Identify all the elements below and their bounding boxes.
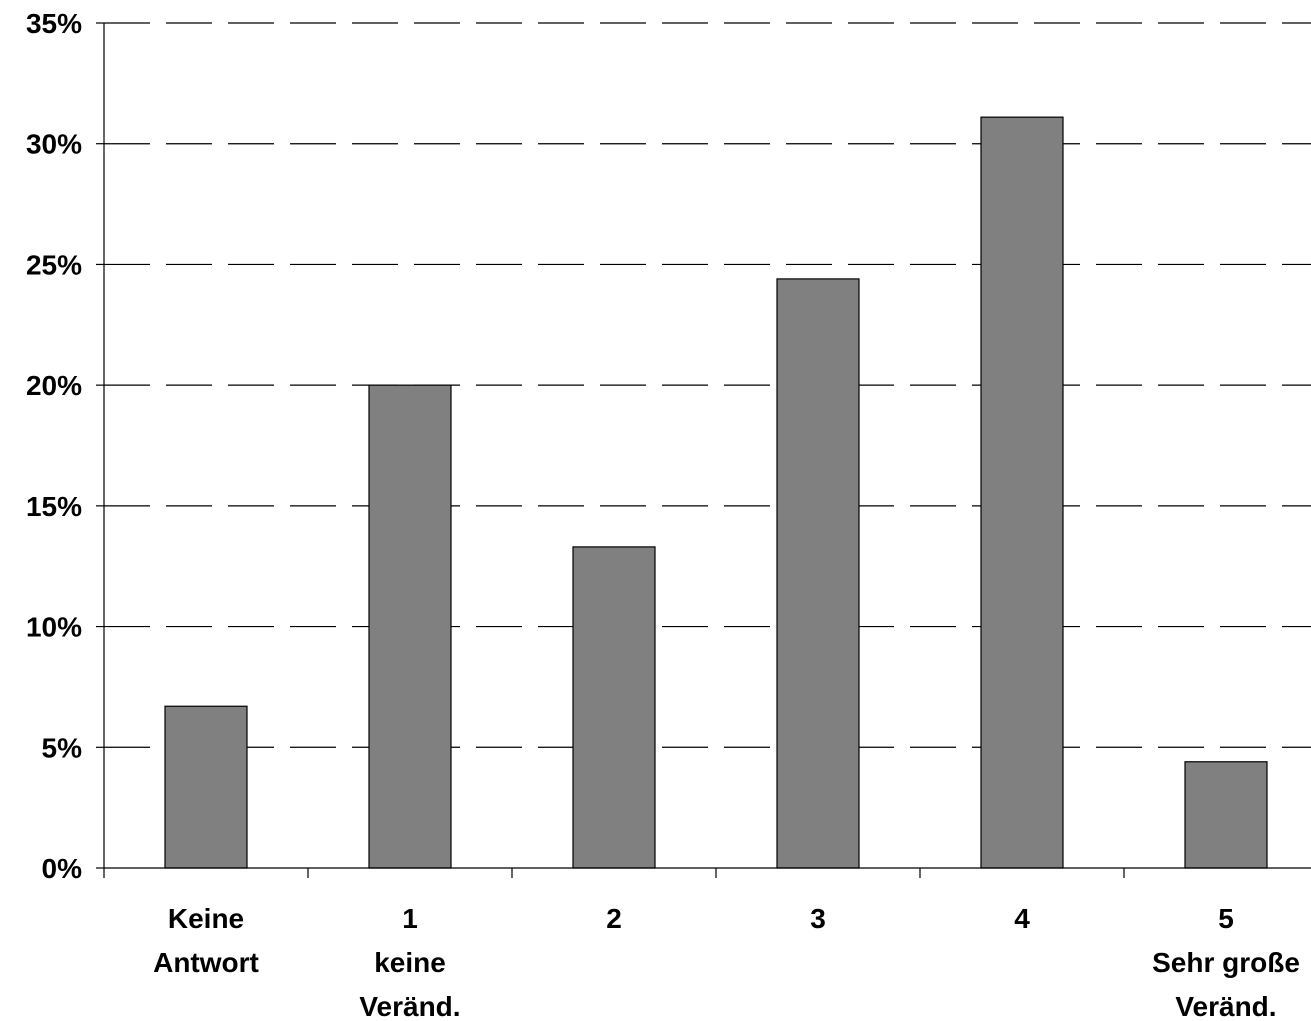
- bar: [164, 705, 248, 869]
- bar: [980, 116, 1064, 869]
- y-tick-label: 25%: [26, 249, 82, 280]
- gridlines: [104, 22, 1311, 748]
- x-tick-label: Keine Antwort: [153, 903, 259, 978]
- x-tick-label: 2: [606, 903, 622, 934]
- bar: [1184, 761, 1268, 869]
- bar: [572, 546, 656, 869]
- bar: [776, 278, 860, 869]
- x-axis-ticks: Keine Antwort 1 keine Veränd. 2 3 4 5 Sehr große V…: [153, 868, 1300, 1021]
- y-tick-label: 20%: [26, 370, 82, 401]
- axes: [103, 23, 1311, 878]
- y-tick-label: 0%: [42, 853, 83, 884]
- y-tick-label: 35%: [26, 8, 82, 39]
- y-tick-label: 30%: [26, 129, 82, 160]
- y-tick-label: 15%: [26, 491, 82, 522]
- y-tick-label: 10%: [26, 612, 82, 643]
- y-tick-label: 5%: [42, 732, 83, 763]
- x-tick-label: 5 Sehr große Veränd.: [1152, 903, 1300, 1021]
- x-tick-label: 1 keine Veränd.: [359, 903, 460, 1021]
- bar: [368, 384, 452, 869]
- x-tick-label: 4: [1014, 903, 1030, 934]
- y-axis-ticks: 0% 5% 10% 15% 20% 25% 30% 35%: [26, 8, 104, 884]
- x-tick-label: 3: [810, 903, 826, 934]
- bars: [164, 116, 1268, 869]
